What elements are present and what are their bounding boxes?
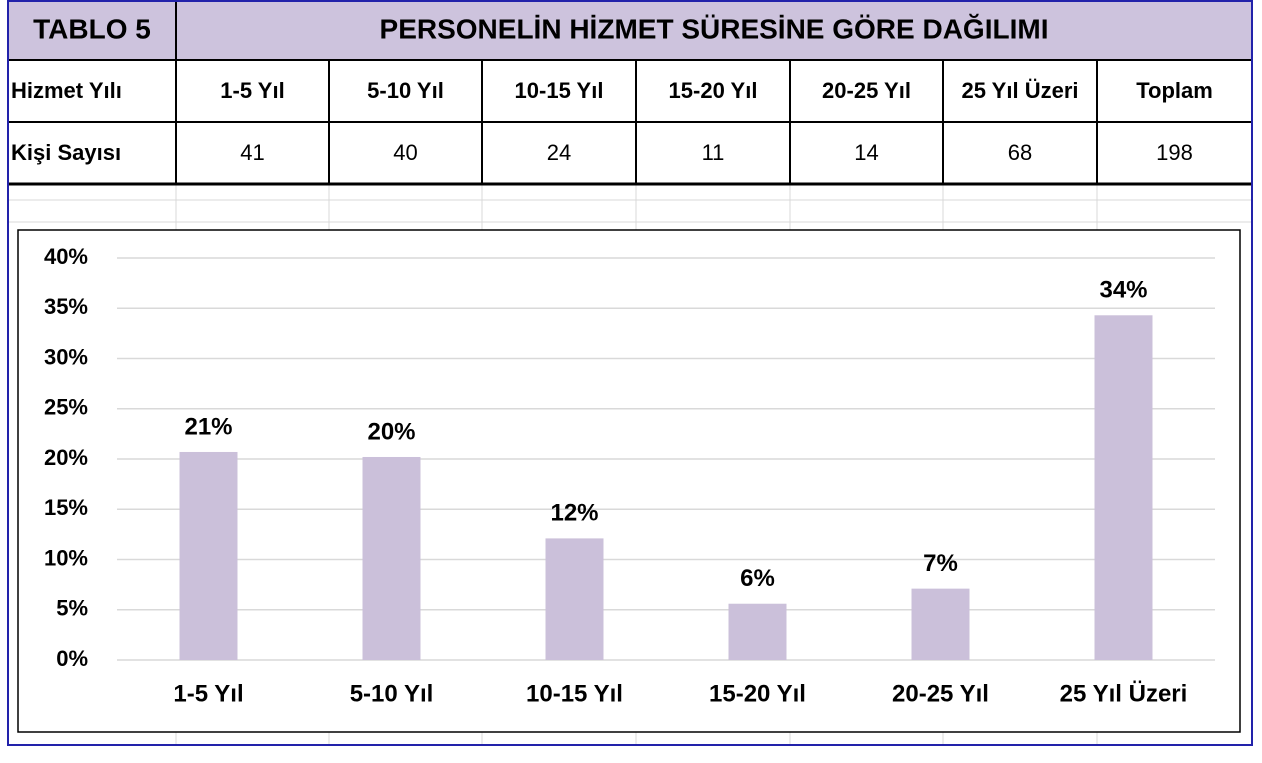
y-tick-label: 20% xyxy=(44,445,88,470)
data-cell: 68 xyxy=(1008,140,1032,165)
data-cell: 41 xyxy=(240,140,264,165)
y-tick-label: 5% xyxy=(56,596,88,621)
header-cell: 15-20 Yıl xyxy=(669,78,758,103)
table-cell xyxy=(1096,59,1253,123)
header-cell: 20-25 Yıl xyxy=(822,78,911,103)
x-tick-label: 15-20 Yıl xyxy=(709,680,806,707)
sheet-border xyxy=(7,0,1253,746)
table: Hizmet Yılı 1-5 Yıl 5-10 Yıl 10-15 Yıl 15-20… xyxy=(7,59,1253,185)
y-tick-label: 10% xyxy=(44,545,88,570)
table-tag: TABLO 5 xyxy=(33,13,151,44)
header-cell: Toplam xyxy=(1136,78,1213,103)
header-cell: 25 Yıl Üzeri xyxy=(962,78,1079,103)
header-cell: 1-5 Yıl xyxy=(220,78,284,103)
value-label: 12% xyxy=(550,500,598,527)
table-cell xyxy=(789,59,944,123)
y-tick-label: 0% xyxy=(56,646,88,671)
table-cell xyxy=(789,121,944,185)
data-cell: 11 xyxy=(702,140,725,165)
x-tick-label: 1-5 Yıl xyxy=(173,680,243,707)
table-cell xyxy=(635,59,791,123)
data-cell: Kişi Sayısı xyxy=(11,140,121,165)
y-tick-label: 35% xyxy=(44,294,88,319)
value-label: 21% xyxy=(184,413,232,440)
bar xyxy=(179,451,238,660)
bar xyxy=(545,538,604,660)
x-tick-label: 20-25 Yıl xyxy=(892,680,989,707)
bar xyxy=(1094,315,1153,660)
value-label: 7% xyxy=(923,550,958,577)
table-cell xyxy=(635,121,791,185)
value-label: 6% xyxy=(740,565,775,592)
x-tick-label: 10-15 Yıl xyxy=(526,680,623,707)
data-cell: 40 xyxy=(393,140,417,165)
x-tick-label: 5-10 Yıl xyxy=(350,680,434,707)
header-cell: Hizmet Yılı xyxy=(11,78,122,103)
value-label: 34% xyxy=(1099,277,1147,304)
header-cell: 10-15 Yıl xyxy=(515,78,604,103)
table-cell xyxy=(328,121,483,185)
table-cell xyxy=(481,59,637,123)
y-tick-label: 25% xyxy=(44,395,88,420)
plot: 0% 5% 10% 15% 20% 25% 30% 35% 40% 1-5 Yıl 21% 5-10 … xyxy=(44,244,1215,707)
data-cell: 14 xyxy=(854,140,878,165)
bar xyxy=(728,603,787,660)
value-label: 20% xyxy=(367,418,415,445)
y-tick-label: 40% xyxy=(44,244,88,269)
data-cell: 24 xyxy=(547,140,571,165)
bar xyxy=(362,456,421,660)
table-cell xyxy=(481,121,637,185)
table-cell xyxy=(328,59,483,123)
x-tick-label: 25 Yıl Üzeri xyxy=(1060,680,1188,707)
bar xyxy=(911,588,970,660)
y-tick-label: 15% xyxy=(44,495,88,520)
table-title: PERSONELİN HİZMET SÜRESİNE GÖRE DAĞILIMI xyxy=(380,13,1049,44)
y-tick-label: 30% xyxy=(44,344,88,369)
header-cell: 5-10 Yıl xyxy=(367,78,444,103)
data-cell: 198 xyxy=(1156,140,1193,165)
